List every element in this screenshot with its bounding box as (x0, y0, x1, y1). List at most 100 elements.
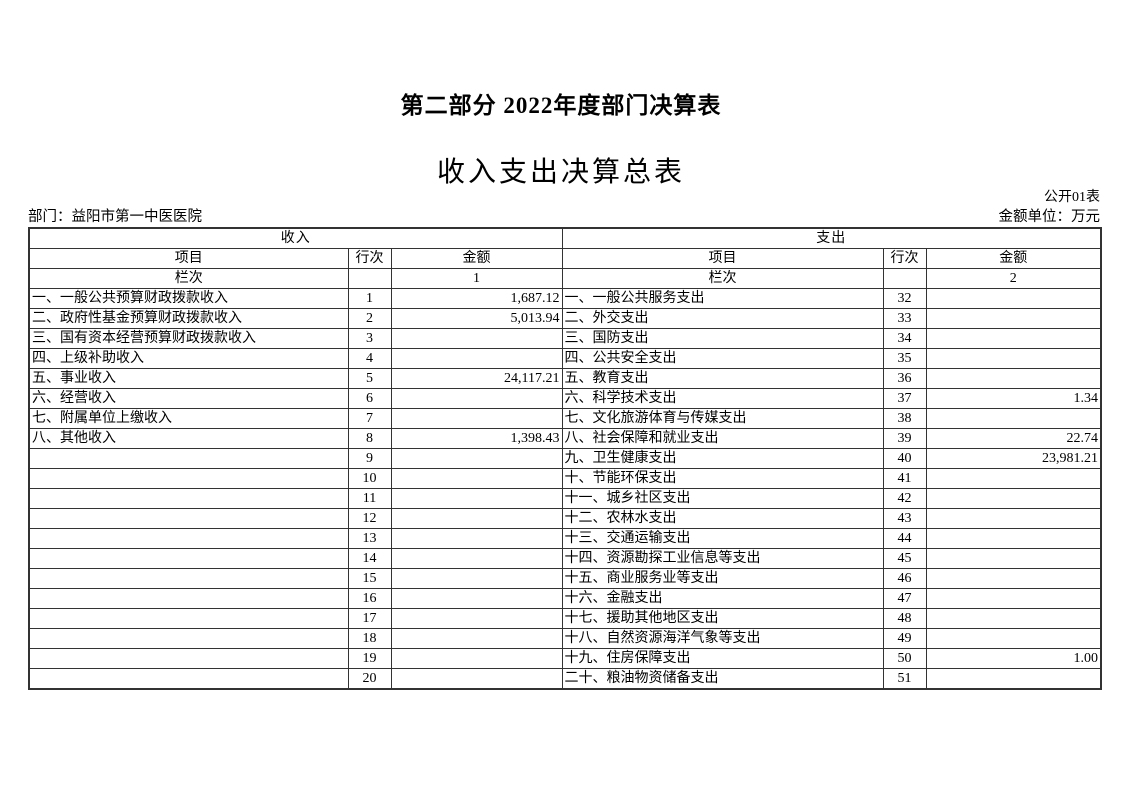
income-item-cell: 八、其他收入 (28, 428, 349, 449)
page-title: 第二部分 2022年度部门决算表 (400, 93, 722, 118)
expense-amount-cell (925, 288, 1102, 309)
table-row: 六、经营收入 6 六、科学技术支出 37 1.34 (28, 388, 1102, 409)
expense-item-cell: 十八、自然资源海洋气象等支出 (561, 628, 884, 649)
income-item-cell (28, 508, 349, 529)
column-index-row: 栏次 1 栏次 2 (28, 268, 1102, 289)
expense-item-cell: 十四、资源勘探工业信息等支出 (561, 548, 884, 569)
income-amount-cell (390, 388, 563, 409)
income-amount-cell (390, 408, 563, 429)
income-amount-cell (390, 528, 563, 549)
income-amount-cell: 5,013.94 (390, 308, 563, 329)
expense-item-cell: 十二、农林水支出 (561, 508, 884, 529)
expense-rowno-cell: 46 (882, 568, 927, 589)
expense-amount-cell (925, 488, 1102, 509)
table-row: 10 十、节能环保支出 41 (28, 468, 1102, 489)
expense-index-label: 栏次 (561, 268, 884, 289)
table-row: 五、事业收入 5 24,117.21 五、教育支出 36 (28, 368, 1102, 389)
table-row: 19 十九、住房保障支出 50 1.00 (28, 648, 1102, 669)
income-item-cell: 二、政府性基金预算财政拨款收入 (28, 308, 349, 329)
expense-rowno-cell: 41 (882, 468, 927, 489)
income-amount-cell (390, 568, 563, 589)
income-item-cell (28, 548, 349, 569)
expense-item-cell: 一、一般公共服务支出 (561, 288, 884, 309)
income-amount-cell (390, 648, 563, 669)
expense-amount-cell: 23,981.21 (925, 448, 1102, 469)
table-row: 11 十一、城乡社区支出 42 (28, 488, 1102, 509)
income-amount-cell (390, 488, 563, 509)
income-amount-header: 金额 (390, 248, 563, 269)
expense-item-cell: 十七、援助其他地区支出 (561, 608, 884, 629)
income-rowno-cell: 7 (347, 408, 392, 429)
expense-rowno-cell: 45 (882, 548, 927, 569)
income-amount-cell (390, 628, 563, 649)
income-item-cell (28, 588, 349, 609)
expense-amount-cell (925, 608, 1102, 629)
table-row: 18 十八、自然资源海洋气象等支出 49 (28, 628, 1102, 649)
income-section-header: 收入 (28, 227, 563, 249)
expense-rowno-cell: 35 (882, 348, 927, 369)
expense-amount-cell (925, 508, 1102, 529)
income-item-cell: 七、附属单位上缴收入 (28, 408, 349, 429)
income-item-cell: 三、国有资本经营预算财政拨款收入 (28, 328, 349, 349)
table-row: 四、上级补助收入 4 四、公共安全支出 35 (28, 348, 1102, 369)
expense-amount-cell: 1.34 (925, 388, 1102, 409)
income-rowno-cell: 16 (347, 588, 392, 609)
income-amount-cell (390, 668, 563, 690)
expense-amount-header: 金额 (925, 248, 1102, 269)
table-row: 17 十七、援助其他地区支出 48 (28, 608, 1102, 629)
expense-rowno-cell: 40 (882, 448, 927, 469)
expense-item-cell: 十一、城乡社区支出 (561, 488, 884, 509)
expense-item-cell: 八、社会保障和就业支出 (561, 428, 884, 449)
expense-amount-cell (925, 408, 1102, 429)
expense-amount-cell: 1.00 (925, 648, 1102, 669)
table-row: 八、其他收入 8 1,398.43 八、社会保障和就业支出 39 22.74 (28, 428, 1102, 449)
income-item-cell (28, 468, 349, 489)
expense-rowno-cell: 38 (882, 408, 927, 429)
expense-rowno-header: 行次 (882, 248, 927, 269)
income-rowno-cell: 20 (347, 668, 392, 690)
income-expense-table: 收入 支出 项目 行次 金额 项目 行次 金额 栏次 1 栏次 2 一、一般公共… (28, 227, 1103, 690)
income-amount-cell: 1,398.43 (390, 428, 563, 449)
expense-rowno-cell: 50 (882, 648, 927, 669)
table-row: 14 十四、资源勘探工业信息等支出 45 (28, 548, 1102, 569)
income-item-cell (28, 568, 349, 589)
table-row: 12 十二、农林水支出 43 (28, 508, 1102, 529)
income-item-cell (28, 448, 349, 469)
income-rowno-cell: 14 (347, 548, 392, 569)
table-row: 13 十三、交通运输支出 44 (28, 528, 1102, 549)
income-rowno-header: 行次 (347, 248, 392, 269)
expense-amount-cell (925, 548, 1102, 569)
expense-rowno-cell: 34 (882, 328, 927, 349)
income-rowno-cell: 9 (347, 448, 392, 469)
income-rowno-cell: 3 (347, 328, 392, 349)
income-item-cell (28, 608, 349, 629)
expense-amount-cell (925, 528, 1102, 549)
income-rowno-cell: 17 (347, 608, 392, 629)
expense-amount-cell (925, 308, 1102, 329)
income-item-cell (28, 528, 349, 549)
income-rowno-cell: 12 (347, 508, 392, 529)
income-rowno-cell: 1 (347, 288, 392, 309)
expense-amount-cell (925, 328, 1102, 349)
income-amount-cell (390, 508, 563, 529)
income-index-label: 栏次 (28, 268, 349, 289)
expense-item-cell: 十五、商业服务业等支出 (561, 568, 884, 589)
expense-amount-cell (925, 588, 1102, 609)
section-header-row: 收入 支出 (28, 227, 1102, 249)
expense-item-cell: 四、公共安全支出 (561, 348, 884, 369)
table-row: 二、政府性基金预算财政拨款收入 2 5,013.94 二、外交支出 33 (28, 308, 1102, 329)
expense-item-cell: 二十、粮油物资储备支出 (561, 668, 884, 690)
income-item-cell (28, 668, 349, 690)
expense-rowno-cell: 37 (882, 388, 927, 409)
table-row: 20 二十、粮油物资储备支出 51 (28, 668, 1102, 690)
expense-item-cell: 七、文化旅游体育与传媒支出 (561, 408, 884, 429)
income-amount-cell (390, 608, 563, 629)
expense-rowno-cell: 32 (882, 288, 927, 309)
expense-rowno-cell: 42 (882, 488, 927, 509)
income-amount-cell: 1,687.12 (390, 288, 563, 309)
income-rowno-cell: 6 (347, 388, 392, 409)
income-rowno-cell: 8 (347, 428, 392, 449)
expense-item-cell: 十、节能环保支出 (561, 468, 884, 489)
income-amount-cell (390, 588, 563, 609)
expense-rowno-cell: 39 (882, 428, 927, 449)
